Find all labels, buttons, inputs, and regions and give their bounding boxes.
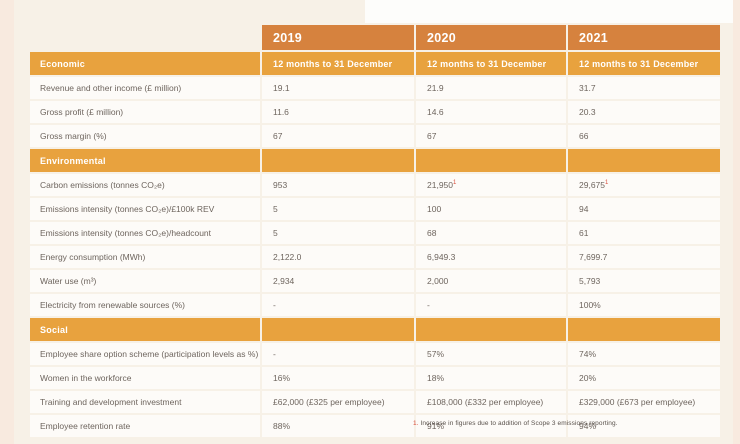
metric-value: 2,934 <box>262 270 414 292</box>
metric-label: Employee retention rate <box>30 415 260 437</box>
metric-value: 94% <box>568 415 720 437</box>
metric-value: 74% <box>568 343 720 365</box>
metric-row: Training and development investment £62,0… <box>30 391 720 413</box>
metric-value: 21,9501 <box>416 174 566 196</box>
section-fill-cell <box>262 149 414 172</box>
year-header-2021: 2021 <box>568 25 720 50</box>
metric-value: 20% <box>568 367 720 389</box>
metric-label: Employee share option scheme (participat… <box>30 343 260 365</box>
metric-value: 100% <box>568 294 720 316</box>
period-header: 12 months to 31 December <box>568 52 720 75</box>
footnote-marker: 1. <box>413 420 419 427</box>
metric-value: 94 <box>568 198 720 220</box>
metric-value: 2,000 <box>416 270 566 292</box>
metric-value: 66 <box>568 125 720 147</box>
section-fill-cell <box>416 318 566 341</box>
section-header-row: Social <box>30 318 720 341</box>
year-header-2020: 2020 <box>416 25 566 50</box>
metric-label: Emissions intensity (tonnes CO₂e)/£100k … <box>30 198 260 220</box>
metric-row: Employee share option scheme (participat… <box>30 343 720 365</box>
metric-value: 953 <box>262 174 414 196</box>
section-header-row: Economic 12 months to 31 December 12 month… <box>30 52 720 75</box>
metric-value: 16% <box>262 367 414 389</box>
metric-value: 11.6 <box>262 101 414 123</box>
year-header-row: 2019 2020 2021 <box>30 25 720 50</box>
section-title: Social <box>30 318 260 341</box>
metric-value: 88% <box>262 415 414 437</box>
metric-label: Women in the workforce <box>30 367 260 389</box>
metric-value: 5 <box>262 222 414 244</box>
metric-row: Water use (m³) 2,934 2,000 5,793 <box>30 270 720 292</box>
metric-value: 18% <box>416 367 566 389</box>
footnote: 1. Increase in figures due to addition o… <box>413 420 618 427</box>
metric-value: 21.9 <box>416 77 566 99</box>
metric-value: 14.6 <box>416 101 566 123</box>
esg-metrics-table: 2019 2020 2021 Economic 12 months to 31 Dec… <box>28 23 722 439</box>
metric-label: Energy consumption (MWh) <box>30 246 260 268</box>
footnote-ref-1: 1 <box>605 180 609 187</box>
metric-row: Emissions intensity (tonnes CO₂e)/£100k … <box>30 198 720 220</box>
period-header: 12 months to 31 December <box>416 52 566 75</box>
metric-row: Electricity from renewable sources (%) - -… <box>30 294 720 316</box>
page-top-band <box>365 0 733 23</box>
metric-value: 6,949.3 <box>416 246 566 268</box>
metric-row: Revenue and other income (£ million) 19.1… <box>30 77 720 99</box>
metric-value: 100 <box>416 198 566 220</box>
metric-row: Energy consumption (MWh) 2,122.0 6,949.3 7,… <box>30 246 720 268</box>
footnote-text: Increase in figures due to addition of S… <box>420 420 618 427</box>
metric-value: £62,000 (£325 per employee) <box>262 391 414 413</box>
metric-value: 5,793 <box>568 270 720 292</box>
metric-label: Emissions intensity (tonnes CO₂e)/headco… <box>30 222 260 244</box>
metric-value: 29,6751 <box>568 174 720 196</box>
metric-value: 67 <box>262 125 414 147</box>
section-title: Environmental <box>30 149 260 172</box>
metric-value: 5 <box>262 198 414 220</box>
metric-value: - <box>416 294 566 316</box>
metric-value: 31.7 <box>568 77 720 99</box>
footnote-ref-1: 1 <box>453 180 457 187</box>
metric-value: 61 <box>568 222 720 244</box>
metric-label: Electricity from renewable sources (%) <box>30 294 260 316</box>
section-fill-cell <box>416 149 566 172</box>
metric-value: 20.3 <box>568 101 720 123</box>
metric-value: - <box>262 343 414 365</box>
page-edge-right <box>733 0 740 444</box>
period-header: 12 months to 31 December <box>262 52 414 75</box>
metric-row: Carbon emissions (tonnes CO₂e) 953 21,9501… <box>30 174 720 196</box>
metric-value: 57% <box>416 343 566 365</box>
metric-row: Emissions intensity (tonnes CO₂e)/headco… <box>30 222 720 244</box>
page-edge-left <box>0 0 14 444</box>
metric-value: 67 <box>416 125 566 147</box>
metric-row: Employee retention rate 88% 91% 94% <box>30 415 720 437</box>
metric-value: 7,699.7 <box>568 246 720 268</box>
metric-row: Gross profit (£ million) 11.6 14.6 20.3 <box>30 101 720 123</box>
metric-label: Carbon emissions (tonnes CO₂e) <box>30 174 260 196</box>
corner-cell <box>30 25 260 50</box>
metric-value: £329,000 (£673 per employee) <box>568 391 720 413</box>
year-header-2019: 2019 <box>262 25 414 50</box>
section-fill-cell <box>568 149 720 172</box>
section-title: Economic <box>30 52 260 75</box>
metric-row: Women in the workforce 16% 18% 20% <box>30 367 720 389</box>
section-fill-cell <box>262 318 414 341</box>
section-header-row: Environmental <box>30 149 720 172</box>
metric-value: - <box>262 294 414 316</box>
metric-value: 68 <box>416 222 566 244</box>
metric-value: 19.1 <box>262 77 414 99</box>
metric-value: 2,122.0 <box>262 246 414 268</box>
metric-value: £108,000 (£332 per employee) <box>416 391 566 413</box>
metric-row: Gross margin (%) 67 67 66 <box>30 125 720 147</box>
metric-label: Training and development investment <box>30 391 260 413</box>
metric-label: Gross margin (%) <box>30 125 260 147</box>
metric-label: Gross profit (£ million) <box>30 101 260 123</box>
metric-label: Water use (m³) <box>30 270 260 292</box>
section-fill-cell <box>568 318 720 341</box>
metric-label: Revenue and other income (£ million) <box>30 77 260 99</box>
metric-value: 91% <box>416 415 566 437</box>
